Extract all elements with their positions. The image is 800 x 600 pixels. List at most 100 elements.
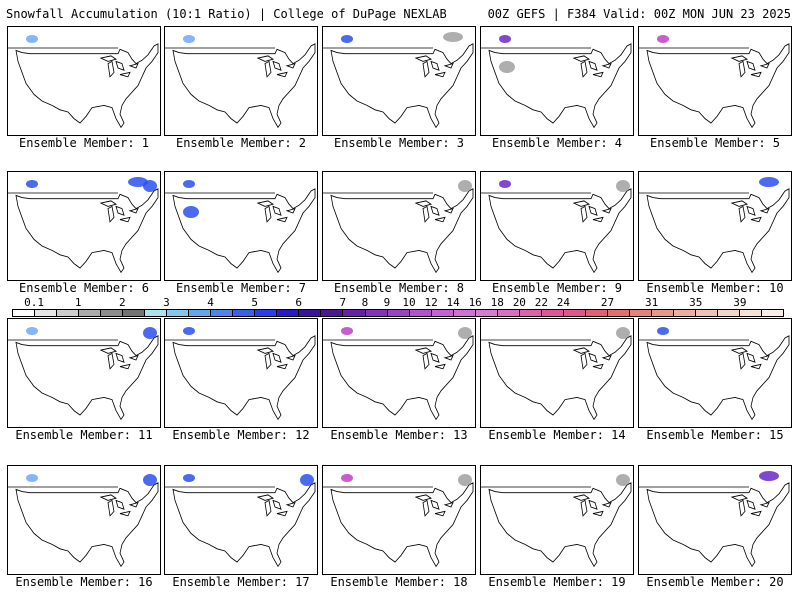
- colorbar-tick-label: 2: [118, 296, 126, 309]
- us-basemap: [8, 177, 159, 274]
- colorbar-swatch: [651, 310, 674, 316]
- great-lake: [746, 205, 756, 216]
- colorbar-tick-label: 5: [251, 296, 258, 309]
- great-lake: [128, 207, 139, 214]
- great-lake: [572, 347, 591, 354]
- great-lake: [750, 216, 762, 223]
- snow-area-quebec: [616, 327, 630, 339]
- great-lake: [119, 71, 131, 78]
- ensemble-member-label: Ensemble Member: 14: [488, 428, 626, 442]
- great-lake: [750, 71, 762, 78]
- colorbar-swatch: [563, 310, 586, 316]
- colorbar-tick-label: 10: [402, 296, 416, 309]
- ensemble-map-panel: [164, 171, 318, 281]
- great-lake: [572, 494, 591, 501]
- great-lake: [430, 205, 440, 216]
- great-lake: [264, 205, 272, 223]
- ensemble-member-label: Ensemble Member: 6: [18, 281, 150, 295]
- great-lake: [588, 352, 598, 363]
- colorbar-swatch: [343, 310, 366, 316]
- great-lake: [422, 499, 430, 517]
- us-coastline: [646, 188, 790, 274]
- colorbar-tick-labels: 0.1 1 2 3 4 5 6 7 8 9 10 12 14 16 18 20 22 24 27 31 35 39: [0, 297, 800, 309]
- colorbar-swatch: [431, 310, 454, 316]
- great-lake: [115, 60, 125, 71]
- ensemble-map-panel: [7, 318, 161, 428]
- great-lake: [430, 499, 440, 510]
- colorbar-swatch: [607, 310, 630, 316]
- ensemble-member-label: Ensemble Member: 2: [175, 136, 307, 150]
- ensemble-map-panel: [638, 465, 792, 575]
- us-coastline: [15, 335, 159, 421]
- snow-area-bc: [183, 474, 195, 482]
- great-lake: [119, 216, 131, 223]
- great-lake: [738, 499, 746, 517]
- colorbar-swatch: [233, 310, 256, 316]
- snow-area-bc: [26, 180, 38, 188]
- great-lake: [276, 510, 288, 517]
- colorbar-swatch: [629, 310, 652, 316]
- great-lake: [264, 60, 272, 78]
- us-coastline: [15, 43, 159, 129]
- colorbar-tick-label: 4: [207, 296, 214, 309]
- colorbar-swatch: [409, 310, 432, 316]
- us-basemap: [8, 327, 159, 421]
- ensemble-member-label: Ensemble Member: 10: [646, 281, 784, 295]
- great-lake: [414, 347, 433, 354]
- ensemble-map-panel: [164, 465, 318, 575]
- great-lake: [601, 207, 612, 214]
- ensemble-member-label: Ensemble Member: 3: [333, 136, 465, 150]
- ensemble-map-panel: [322, 26, 476, 136]
- snow-area-rockies: [183, 206, 199, 218]
- us-coastline: [15, 188, 159, 274]
- colorbar-tick-label: 0.1: [24, 296, 44, 309]
- snow-area-quebec: [143, 474, 157, 486]
- snow-area-bc: [341, 35, 353, 43]
- great-lake: [264, 352, 272, 370]
- great-lake: [588, 60, 598, 71]
- ensemble-map-panel: [164, 26, 318, 136]
- snow-area-bc: [657, 35, 669, 43]
- colorbar-tick-label: 6: [295, 296, 303, 309]
- us-basemap: [481, 474, 632, 568]
- snow-area-bc: [183, 35, 195, 43]
- great-lake: [264, 499, 272, 517]
- colorbar-tick-label: 18: [490, 296, 504, 309]
- colorbar-tick-label: 20: [512, 296, 526, 309]
- ensemble-member-label: Ensemble Member: 1: [18, 136, 150, 150]
- great-lake: [272, 205, 282, 216]
- great-lake: [730, 55, 749, 62]
- colorbar-swatch: [321, 310, 344, 316]
- colorbar-swatch: [145, 310, 168, 316]
- great-lake: [430, 60, 440, 71]
- great-lake: [572, 200, 591, 207]
- great-lake: [580, 205, 588, 223]
- colorbar-swatch: [255, 310, 278, 316]
- ensemble-map-panel: [638, 318, 792, 428]
- colorbar-swatch: [277, 310, 300, 316]
- colorbar-swatch: [673, 310, 696, 316]
- great-lake: [99, 494, 118, 501]
- great-lake: [107, 205, 115, 223]
- great-lake: [738, 352, 746, 370]
- colorbar-tick-label: 3: [163, 296, 170, 309]
- great-lake: [434, 363, 446, 370]
- great-lake: [115, 352, 125, 363]
- ensemble-map-panel: [480, 465, 634, 575]
- ensemble-member-label: Ensemble Member: 12: [172, 428, 310, 442]
- great-lake: [115, 205, 125, 216]
- great-lake: [119, 363, 131, 370]
- great-lake: [759, 501, 770, 508]
- great-lake: [414, 494, 433, 501]
- great-lake: [422, 60, 430, 78]
- great-lake: [759, 207, 770, 214]
- map-title: Snowfall Accumulation (10:1 Ratio) | Col…: [6, 7, 447, 21]
- colorbar-tick-label: 7: [339, 296, 347, 309]
- ensemble-member-label: Ensemble Member: 11: [15, 428, 153, 442]
- great-lake: [592, 71, 604, 78]
- ensemble-member-label: Ensemble Member: 4: [491, 136, 623, 150]
- snow-area-bc: [26, 35, 38, 43]
- us-coastline: [646, 482, 790, 568]
- colorbar-swatch: [740, 310, 763, 316]
- great-lake: [443, 207, 454, 214]
